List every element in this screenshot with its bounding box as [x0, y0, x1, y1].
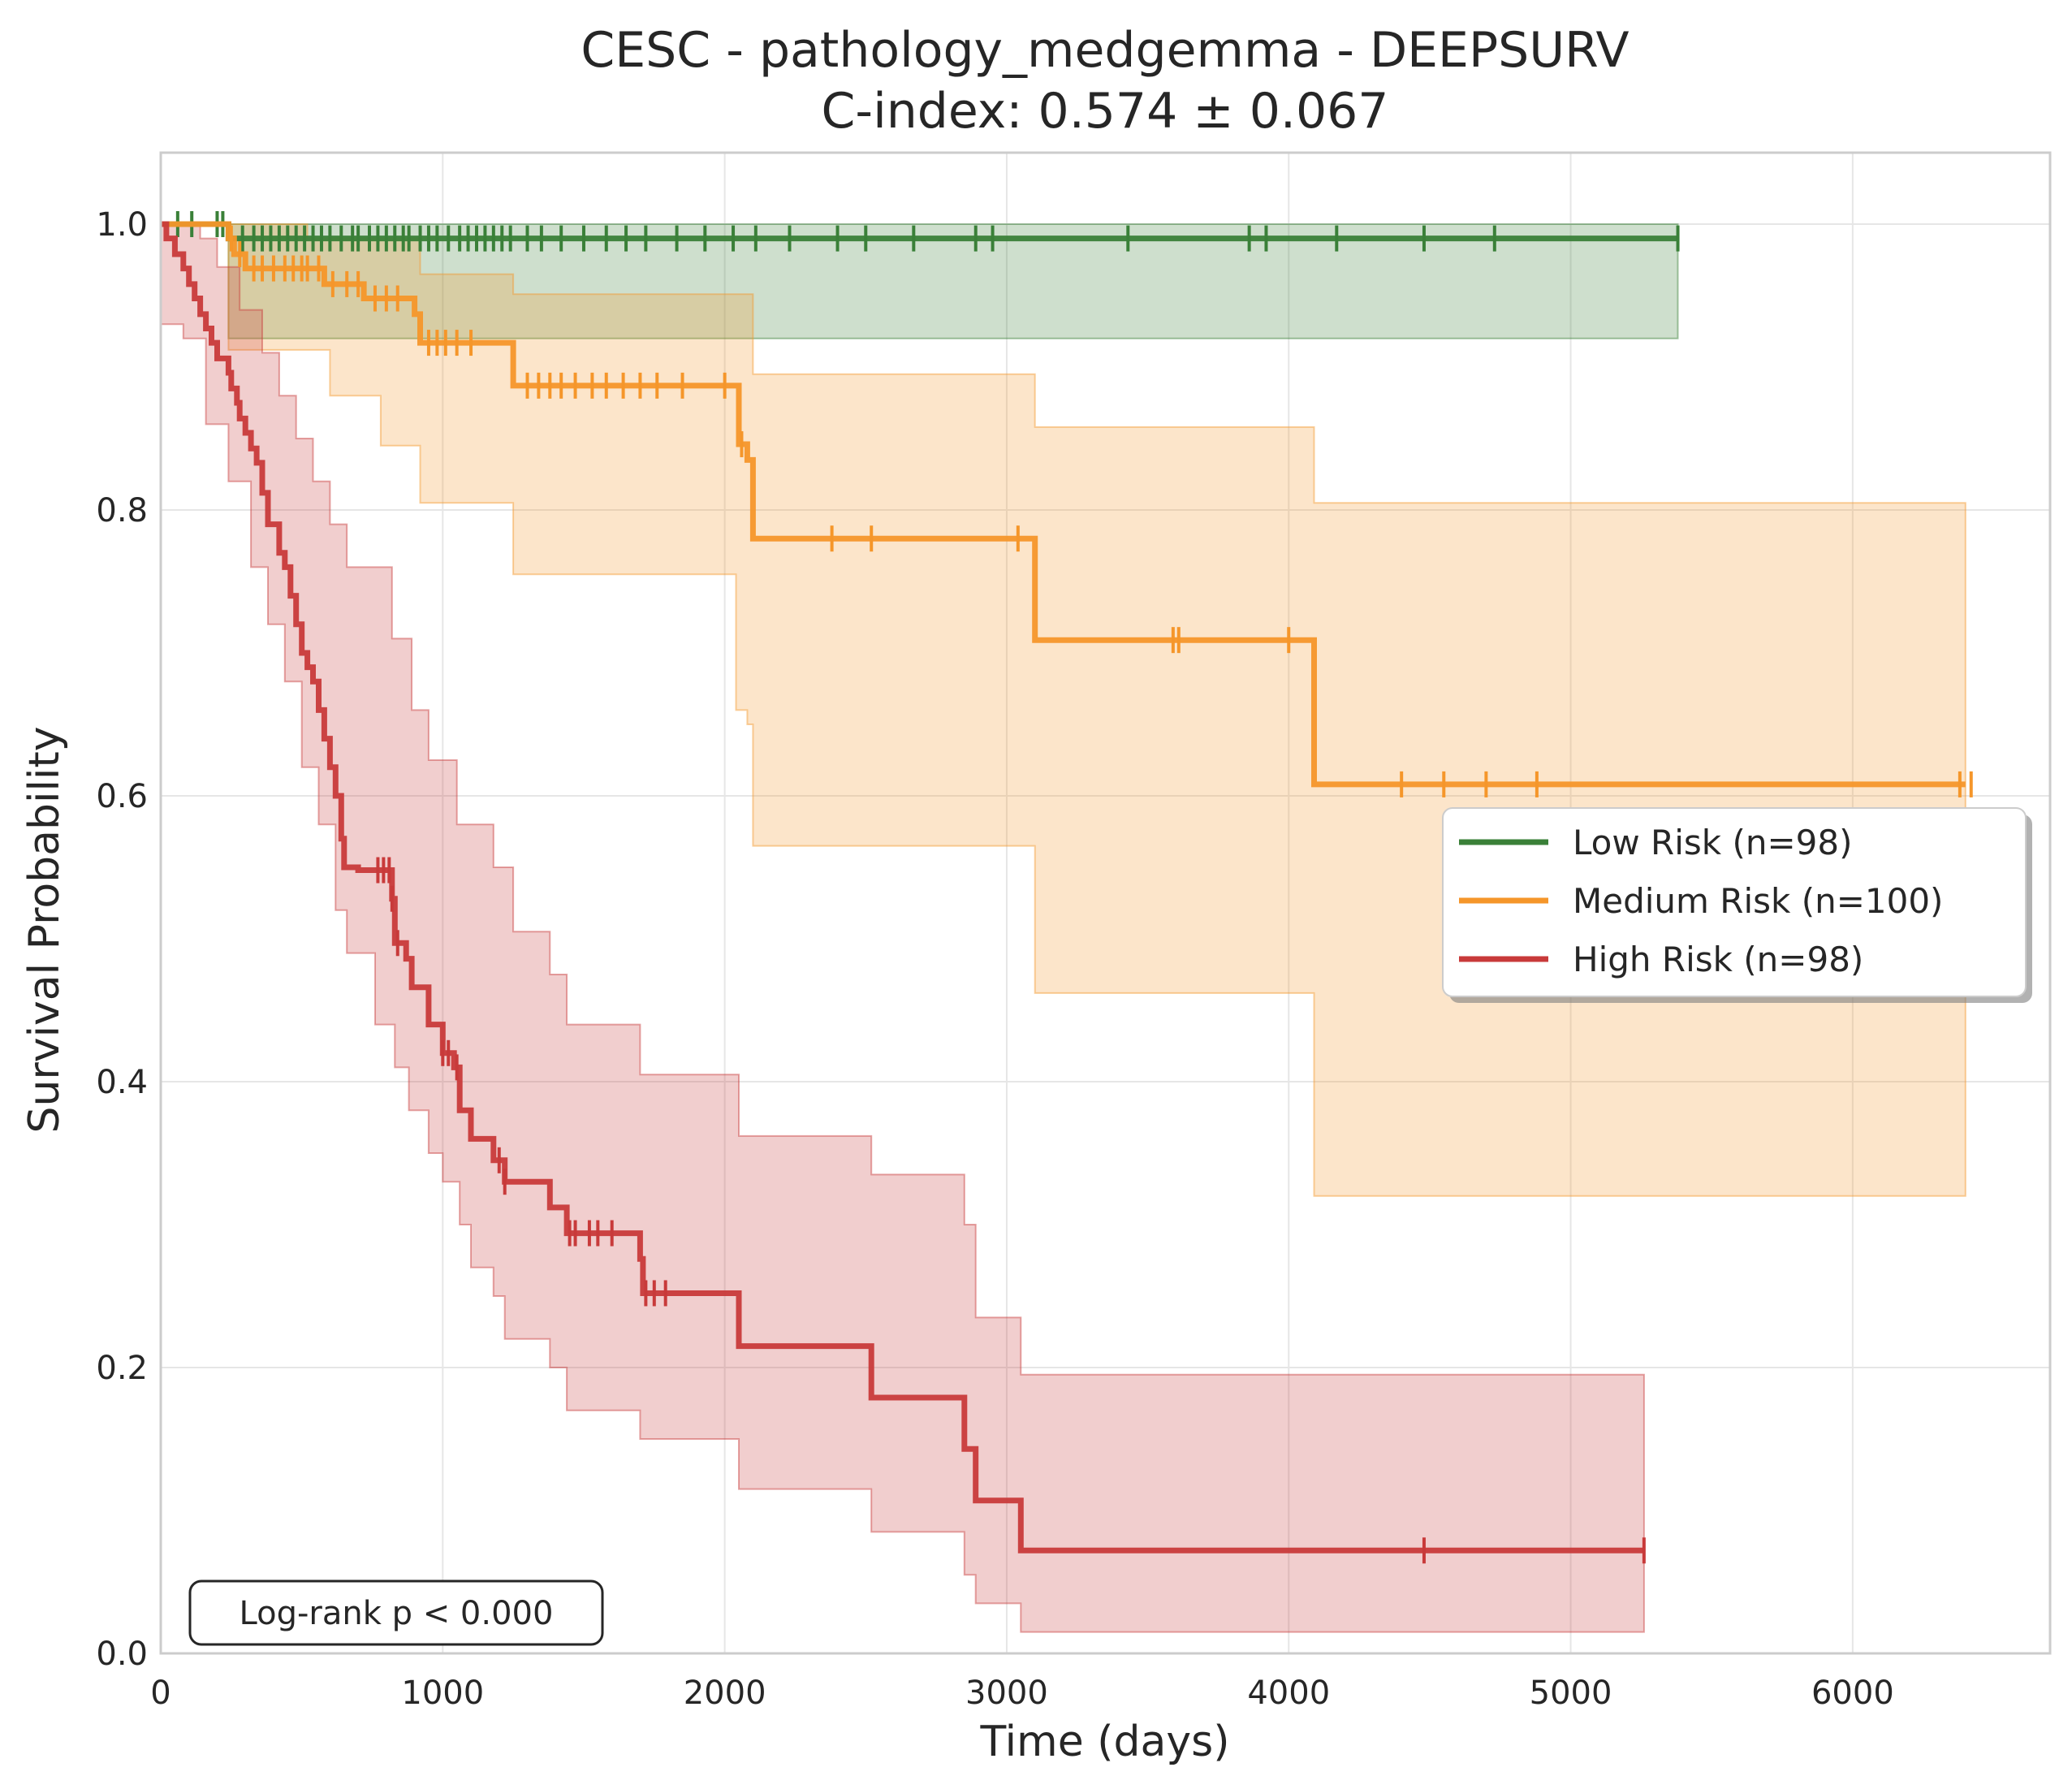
y-axis-label: Survival Probability	[20, 726, 69, 1133]
legend-frame	[1442, 807, 2027, 997]
x-tick-label: 5000	[1530, 1674, 1612, 1712]
x-tick-label: 3000	[965, 1674, 1048, 1712]
x-axis-label: Time (days)	[979, 1718, 1229, 1766]
x-tick-label: 4000	[1247, 1674, 1330, 1712]
survival-curve	[161, 221, 1966, 788]
legend: Low Risk (n=98) Medium Risk (n=100) High R…	[1442, 807, 2032, 1003]
survival-curve	[161, 221, 1644, 1553]
confidence-band	[160, 223, 1645, 1633]
y-tick-label: 0.0	[96, 1636, 148, 1673]
y-tick-label: 0.2	[96, 1350, 148, 1387]
x-tick-label: 6000	[1811, 1674, 1894, 1712]
y-tick-label: 0.4	[96, 1064, 148, 1101]
y-tick-label: 0.6	[96, 778, 148, 815]
x-tick-label: 0	[150, 1674, 171, 1712]
x-tick-label: 1000	[401, 1674, 484, 1712]
chart-subtitle: C-index: 0.574 ± 0.067	[822, 83, 1389, 140]
y-tick-label: 0.8	[96, 492, 148, 529]
plot-frame	[159, 151, 2052, 1655]
logrank-annotation: Log-rank p < 0.000	[240, 1595, 554, 1632]
y-tick-label: 1.0	[96, 206, 148, 244]
chart-title: CESC - pathology_medgemma - DEEPSURV	[581, 22, 1629, 79]
logrank-annotation-box: Log-rank p < 0.000	[188, 1579, 604, 1646]
legend-label: Medium Risk (n=100)	[1573, 881, 1943, 921]
legend-label: Low Risk (n=98)	[1573, 823, 1853, 862]
x-tick-label: 2000	[684, 1674, 766, 1712]
annotation-frame	[188, 1579, 604, 1646]
legend-label: High Risk (n=98)	[1573, 940, 1863, 979]
